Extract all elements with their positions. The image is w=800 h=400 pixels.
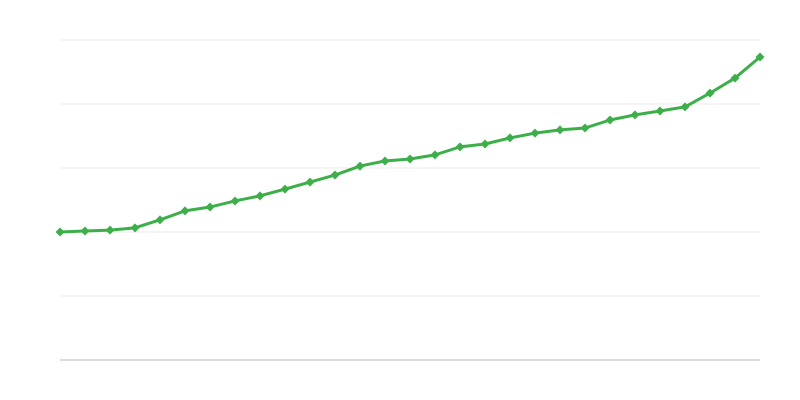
data-point <box>580 123 590 133</box>
data-point <box>130 223 140 233</box>
data-point <box>105 225 115 235</box>
data-point <box>405 154 415 164</box>
data-point <box>705 88 715 98</box>
data-point <box>605 115 615 125</box>
data-point <box>480 139 490 149</box>
data-point <box>155 215 165 225</box>
data-point <box>630 110 640 120</box>
data-point <box>80 226 90 236</box>
data-point <box>230 196 240 206</box>
data-point <box>530 128 540 138</box>
data-point <box>755 52 765 62</box>
data-point <box>205 202 215 212</box>
data-point <box>430 150 440 160</box>
data-point <box>455 142 465 152</box>
data-point <box>280 184 290 194</box>
data-point <box>680 102 690 112</box>
data-point <box>555 125 565 135</box>
data-point <box>305 177 315 187</box>
data-point <box>655 106 665 116</box>
data-point <box>355 161 365 171</box>
data-point <box>380 156 390 166</box>
data-point <box>730 73 740 83</box>
data-point <box>255 191 265 201</box>
data-point <box>330 170 340 180</box>
data-point <box>505 133 515 143</box>
data-point <box>180 206 190 216</box>
data-point <box>55 227 65 237</box>
series-line <box>59 55 761 234</box>
